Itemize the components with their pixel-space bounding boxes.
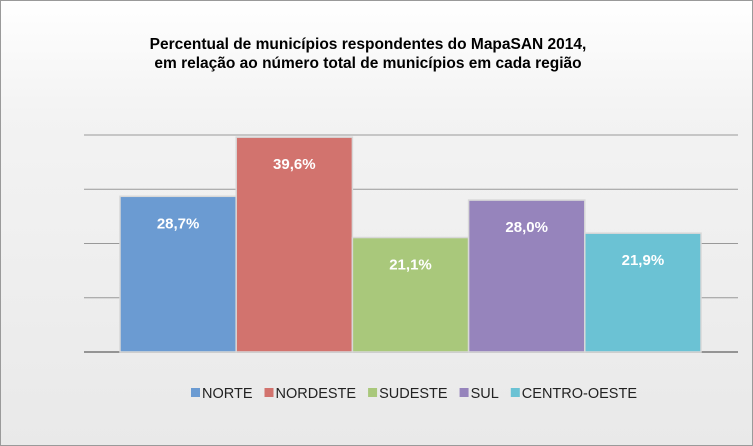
bar	[584, 232, 702, 353]
legend-swatch	[368, 388, 378, 397]
legend-swatch	[191, 388, 200, 397]
legend-label: NORDESTE	[276, 386, 357, 402]
legend-swatch	[510, 388, 520, 397]
legend-label: SUDESTE	[379, 386, 448, 402]
legend-label: CENTRO-OESTE	[522, 386, 638, 402]
legend-label: NORTE	[202, 386, 253, 402]
value-label: 28,7%	[157, 215, 200, 232]
value-label: 28,0%	[505, 219, 548, 236]
legend-swatch	[264, 388, 274, 397]
value-label: 39,6%	[273, 156, 316, 173]
bar	[235, 136, 354, 353]
legend-swatch	[459, 388, 469, 397]
chart-title: em relação ao número total de municípios…	[154, 55, 581, 72]
value-label: 21,1%	[389, 257, 432, 274]
bar	[119, 195, 237, 353]
value-label: 21,9%	[622, 252, 665, 269]
bar	[467, 199, 586, 353]
chart-title: Percentual de municípios respondentes do…	[150, 36, 587, 53]
bar	[351, 236, 470, 353]
legend-label: SUL	[471, 386, 499, 402]
